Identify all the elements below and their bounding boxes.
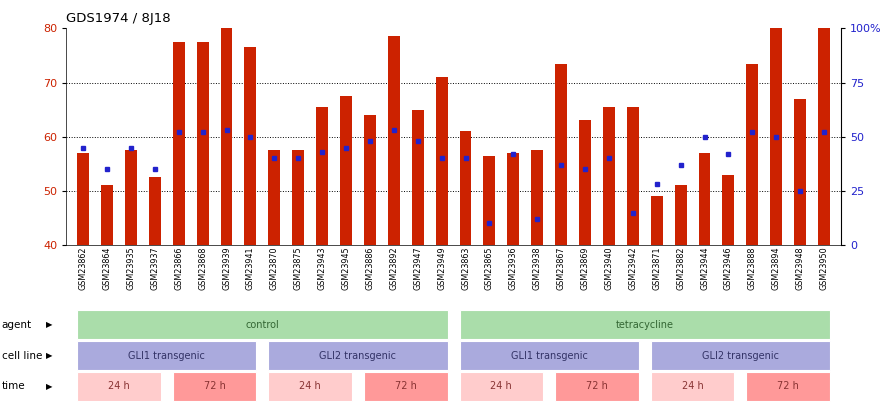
- Bar: [507, 153, 519, 245]
- Text: GLI2 transgenic: GLI2 transgenic: [319, 351, 396, 360]
- Text: 24 h: 24 h: [490, 382, 512, 391]
- Text: ▶: ▶: [46, 320, 52, 329]
- Bar: [268, 150, 281, 245]
- Bar: [674, 185, 687, 245]
- Bar: [722, 175, 735, 245]
- Text: 72 h: 72 h: [395, 382, 417, 391]
- Bar: [698, 153, 711, 245]
- Text: control: control: [245, 320, 280, 330]
- Bar: [818, 26, 830, 245]
- Text: 24 h: 24 h: [681, 382, 704, 391]
- Text: agent: agent: [2, 320, 32, 330]
- Bar: [101, 185, 113, 245]
- Bar: [125, 150, 137, 245]
- Bar: [316, 107, 328, 245]
- Bar: [364, 115, 376, 245]
- Text: 24 h: 24 h: [108, 382, 130, 391]
- Text: cell line: cell line: [2, 351, 42, 360]
- Text: 24 h: 24 h: [299, 382, 321, 391]
- Bar: [794, 99, 806, 245]
- Text: 72 h: 72 h: [204, 382, 226, 391]
- Text: time: time: [2, 382, 26, 391]
- Bar: [77, 153, 89, 245]
- Bar: [627, 107, 639, 245]
- Bar: [340, 96, 352, 245]
- Text: 72 h: 72 h: [777, 382, 799, 391]
- Text: ▶: ▶: [46, 382, 52, 391]
- Bar: [196, 42, 209, 245]
- Bar: [292, 150, 304, 245]
- Text: GLI2 transgenic: GLI2 transgenic: [702, 351, 779, 360]
- Bar: [746, 64, 758, 245]
- Text: GLI1 transgenic: GLI1 transgenic: [128, 351, 205, 360]
- Bar: [483, 156, 496, 245]
- Text: 72 h: 72 h: [586, 382, 608, 391]
- Bar: [412, 110, 424, 245]
- Bar: [173, 42, 185, 245]
- Text: ▶: ▶: [46, 351, 52, 360]
- Bar: [603, 107, 615, 245]
- Bar: [149, 177, 161, 245]
- Bar: [770, 28, 782, 245]
- Bar: [531, 150, 543, 245]
- Bar: [650, 196, 663, 245]
- Bar: [244, 47, 257, 245]
- Bar: [459, 131, 472, 245]
- Text: tetracycline: tetracycline: [616, 320, 673, 330]
- Bar: [388, 36, 400, 245]
- Text: GLI1 transgenic: GLI1 transgenic: [511, 351, 588, 360]
- Text: GDS1974 / 8J18: GDS1974 / 8J18: [66, 12, 171, 25]
- Bar: [555, 64, 567, 245]
- Bar: [579, 120, 591, 245]
- Bar: [435, 77, 448, 245]
- Bar: [220, 28, 233, 245]
